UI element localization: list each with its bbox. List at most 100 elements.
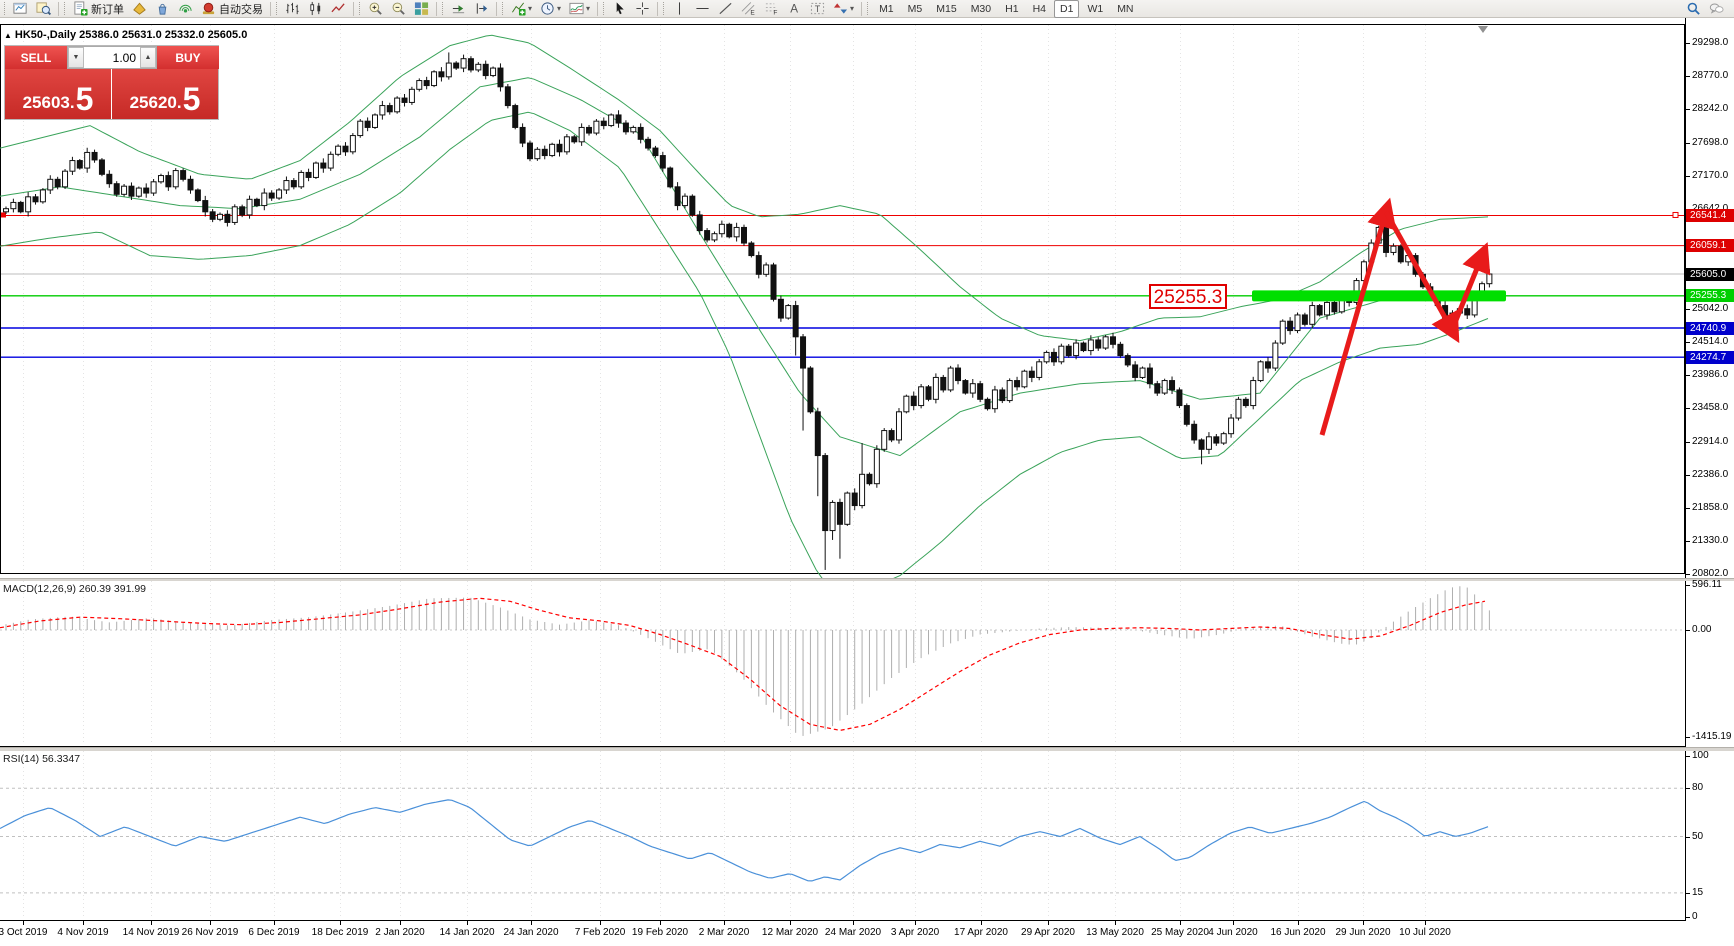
bollinger-upper-band[interactable] [0, 34, 1489, 342]
volume-increase-button[interactable]: ▲ [140, 47, 156, 68]
line-handle[interactable] [1, 212, 6, 218]
timeframe-h4[interactable]: H4 [1027, 0, 1052, 18]
macd-canvas[interactable] [0, 581, 1685, 747]
cursor-button[interactable] [609, 0, 630, 18]
price-axis[interactable]: 29298.0 28770.0 28242.0 27698.0 27170.0 26642… [1685, 18, 1734, 579]
search-button[interactable] [1683, 0, 1704, 18]
volume-decrease-button[interactable]: ▼ [68, 47, 84, 68]
support-zone-bar[interactable] [1252, 290, 1506, 302]
bar-chart-button[interactable] [282, 0, 303, 18]
svg-text:E: E [750, 10, 755, 16]
timeframe-m15[interactable]: M15 [930, 0, 962, 18]
candle-body [467, 58, 474, 71]
volume-input[interactable] [84, 47, 140, 68]
main-chart-canvas[interactable]: 25255.3 [0, 18, 1685, 578]
price-tick-label: 22386.0 [1692, 469, 1729, 480]
templates-button[interactable]: ▾ [566, 0, 593, 18]
new-order-button[interactable]: 新订单 [70, 0, 127, 18]
date-tick-label: 4 Nov 2019 [57, 927, 109, 938]
arrows-button[interactable]: ▾ [830, 0, 857, 18]
signals-button[interactable] [175, 0, 196, 18]
zoom-out-button[interactable] [388, 0, 409, 18]
rsi-tick-label: 100 [1692, 750, 1709, 761]
candle-body [1287, 320, 1294, 332]
rsi-axis[interactable]: 100 80 50 15 0 [1685, 750, 1734, 922]
vertical-line-button[interactable] [669, 0, 690, 18]
candlestick-button[interactable] [305, 0, 326, 18]
candle-body [1021, 370, 1028, 388]
chart-window[interactable]: ▲ HK50-,Daily 25386.0 25631.0 25332.0 256… [0, 18, 1734, 946]
zoom-in-button[interactable] [365, 0, 386, 18]
timeframe-label: M1 [879, 2, 894, 15]
candle-body [121, 185, 128, 195]
bollinger-middle-band[interactable] [0, 77, 1489, 457]
sell-price-display[interactable]: 25603. 5 [5, 69, 111, 119]
line-chart-button[interactable] [328, 0, 349, 18]
panel-splitter[interactable] [0, 747, 1734, 751]
panel-splitter[interactable] [0, 578, 1734, 581]
rsi-tick-label: 15 [1692, 887, 1704, 898]
scroll-position-marker [1478, 26, 1488, 33]
chart-shift-button[interactable] [471, 0, 492, 18]
timeframe-m5[interactable]: M5 [902, 0, 929, 18]
candle-body [645, 138, 652, 149]
trend-arrow[interactable] [1319, 197, 1397, 436]
buy-price-display[interactable]: 25620. 5 [112, 69, 218, 119]
price-callout-box[interactable] [1149, 284, 1227, 309]
channel-button[interactable]: E [738, 0, 759, 18]
text-label-button[interactable]: T [807, 0, 828, 18]
crosshair-button[interactable] [632, 0, 653, 18]
sell-button[interactable]: SELL [5, 46, 67, 69]
fibonacci-button[interactable]: F [761, 0, 782, 18]
candle-body [711, 233, 718, 241]
options-button[interactable] [152, 0, 173, 18]
timeframe-d1[interactable]: D1 [1054, 0, 1080, 18]
profiles-button[interactable] [33, 0, 54, 18]
macd-axis[interactable]: 596.11 0.00 -1415.19 [1685, 579, 1734, 747]
autotrading-button[interactable]: 自动交易 [198, 0, 266, 18]
candle-body [777, 298, 784, 319]
candle-body [1279, 320, 1286, 344]
metaeditor-button[interactable] [129, 0, 150, 18]
candle-body [386, 105, 393, 113]
axis-tick [1686, 176, 1690, 177]
tile-windows-button[interactable] [411, 0, 432, 18]
candle-body [608, 114, 615, 127]
text-button[interactable]: A [784, 0, 805, 18]
new-chart-button[interactable] [10, 0, 31, 18]
candle-body [224, 213, 231, 223]
rsi-canvas[interactable] [0, 751, 1685, 921]
candle-body [1146, 367, 1153, 385]
candle-body [504, 86, 511, 107]
trendline-button[interactable] [715, 0, 736, 18]
timeframe-w1[interactable]: W1 [1081, 0, 1109, 18]
horizontal-line-button[interactable] [692, 0, 713, 18]
candle-body [563, 136, 570, 153]
auto-scroll-button[interactable] [448, 0, 469, 18]
periods-button[interactable]: ▾ [537, 0, 564, 18]
candle-body [1050, 351, 1057, 363]
candle-body [1331, 301, 1338, 313]
candle-body [490, 67, 497, 77]
candle-body [401, 97, 408, 103]
chartshift-icon [474, 1, 489, 16]
timeframe-h1[interactable]: H1 [999, 0, 1024, 18]
cursor-icon [612, 1, 627, 16]
buy-button[interactable]: BUY [157, 46, 219, 69]
toolbar-drag-handle [4, 2, 7, 15]
timeframe-m30[interactable]: M30 [965, 0, 997, 18]
trend-arrow[interactable] [1383, 210, 1460, 344]
timeframe-mn[interactable]: MN [1111, 0, 1139, 18]
community-button[interactable] [1706, 0, 1727, 18]
candle-body [571, 136, 578, 143]
timeframe-m1[interactable]: M1 [873, 0, 900, 18]
date-tick [853, 921, 854, 925]
candle-body [180, 170, 187, 180]
line-handle[interactable] [1672, 211, 1679, 218]
trend-arrow[interactable] [1449, 242, 1491, 331]
toolbar-drag-handle [867, 2, 870, 15]
indicators-button[interactable]: ▾ [508, 0, 535, 18]
date-tick-label: 10 Jul 2020 [1399, 927, 1451, 938]
date-axis[interactable]: 3 Oct 2019 4 Nov 2019 14 Nov 2019 26 Nov 20… [0, 921, 1734, 946]
bollinger-lower-band[interactable] [0, 111, 1489, 578]
